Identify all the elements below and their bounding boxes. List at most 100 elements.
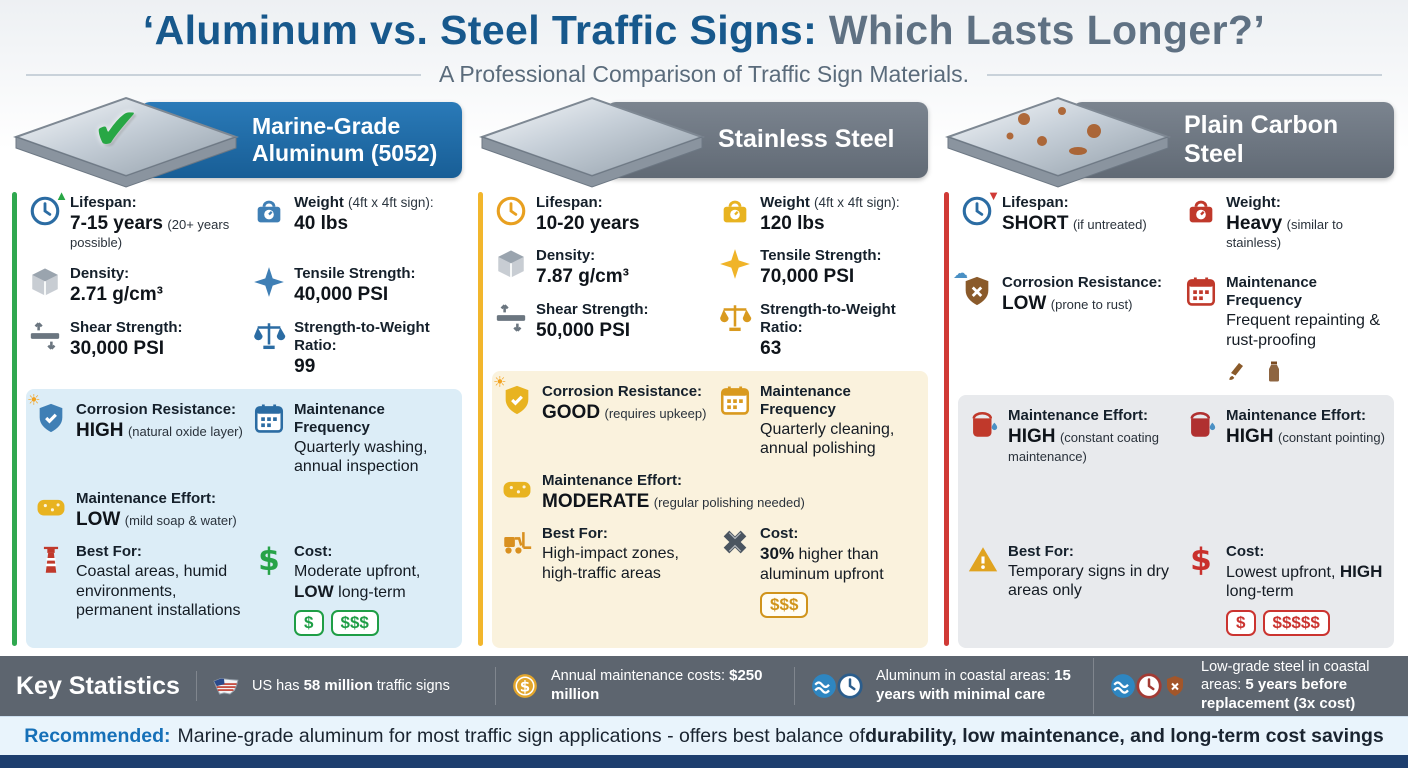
aluminum-highlight-panel: ☀ Corrosion Resistance: HIGH (natural ox… [26, 388, 462, 649]
cost-text: 30% higher than aluminum upfront [760, 544, 884, 583]
spec-value: SHORT [1002, 213, 1069, 235]
arrow-up-icon: ▲ [55, 188, 68, 204]
rusty-plate-icon [945, 97, 1171, 188]
spec-label: Maintenance Frequency [1226, 274, 1318, 310]
corrosion-shield-icon: ☀ [27, 393, 68, 435]
aluminum-spec-cost: Cost: Moderate upfront, LOW long-term $ $… [252, 543, 454, 637]
corrosion-shield-icon: ☀ [493, 375, 534, 417]
rust-spots [1006, 107, 1101, 156]
clock-icon [494, 194, 528, 228]
spec-value: HIGH [1008, 426, 1056, 448]
key-statistics-bar: Key Statistics US has 58 million traffic… [0, 656, 1408, 716]
comparison-columns: Marine-Grade Aluminum (5052) ✔ ▲ Lifespa… [0, 97, 1408, 654]
spec-value: LOW [76, 508, 121, 530]
spec-label: Corrosion Resistance: [1002, 274, 1163, 292]
stainless-spec-tensile: Tensile Strength: 70,000 PSI [718, 247, 926, 287]
stainless-spec-shear: Shear Strength: 50,000 PSI [494, 301, 710, 359]
arrow-down-icon: ▼ [987, 188, 1000, 204]
spec-value: High-impact zones, high-traffic areas [542, 545, 679, 582]
carbon-plate-image [940, 91, 1178, 195]
warning-icon [966, 543, 1000, 577]
spec-value: 40 lbs [294, 213, 349, 235]
spec-value: Coastal areas, humid environments, perma… [76, 563, 241, 620]
aluminum-spec-grid: ▲ Lifespan: 7-15 years (20+ years possib… [26, 186, 462, 389]
carbon-highlight-panel: Maintenance Effort: HIGH (constant coati… [958, 395, 1394, 648]
carbon-title-line2: Steel [1184, 140, 1244, 169]
spec-label: Maintenance Frequency [760, 382, 851, 418]
weight-scale-icon [252, 194, 286, 228]
spec-value: HIGH [76, 419, 124, 441]
aluminum-spec-tensile: Tensile Strength: 40,000 PSI [252, 265, 460, 305]
aluminum-spec-maintenance-frequency: Maintenance Frequency Quarterly washing,… [252, 401, 454, 477]
page-title: ‘Aluminum vs. Steel Traffic Signs: Which… [0, 7, 1408, 53]
paint-bucket-icon [966, 407, 1000, 441]
wave-clock-shield-icon [1106, 671, 1192, 701]
spec-label: Maintenance Effort: [1008, 407, 1149, 425]
stat-aluminum-coastal: Aluminum in coastal areas: 15 years with… [794, 667, 1093, 705]
spec-value: 63 [760, 337, 782, 359]
column-aluminum: Marine-Grade Aluminum (5052) ✔ ▲ Lifespa… [12, 97, 464, 654]
tensile-burst-icon [252, 265, 286, 299]
carbon-header: Plain Carbon Steel [944, 97, 1396, 188]
spec-value: 7-15 years [70, 213, 163, 235]
spec-value-note: (if untreated) [1072, 217, 1147, 233]
check-icon: ✔ [92, 97, 141, 163]
aluminum-body: ▲ Lifespan: 7-15 years (20+ years possib… [12, 186, 464, 654]
spec-label: Tensile Strength: [294, 265, 416, 283]
forklift-icon [500, 525, 534, 559]
cost-badges: $$$ [760, 592, 920, 619]
spec-label: Strength-to-Weight Ratio: [760, 300, 896, 336]
road-cross-icon [718, 525, 752, 559]
stainless-spec-strength-weight: Strength-to-Weight Ratio: 63 [718, 301, 926, 359]
spec-label: Tensile Strength: [760, 247, 882, 265]
aluminum-spec-density: Density: 2.71 g/cm³ [28, 265, 244, 305]
maintenance-tools [1226, 359, 1392, 383]
stat-steel-coastal: Low-grade steel in coastal areas: 5 year… [1093, 658, 1392, 714]
clock-icon: ▲ [28, 189, 68, 228]
spec-value: HIGH [1226, 426, 1274, 448]
stainless-body: Lifespan: 10-20 years Weight (4ft x 4ft … [478, 186, 930, 654]
aluminum-spec-weight: Weight (4ft x 4ft sign): 40 lbs [252, 194, 460, 252]
spec-label: Cost: [294, 543, 333, 561]
balance-scale-icon [252, 319, 286, 353]
carbon-spec-maintenance-effort-1: Maintenance Effort: HIGH (constant coati… [966, 407, 1176, 465]
spec-label: Strength-to-Weight Ratio: [294, 318, 430, 354]
wave-clock-icon [807, 671, 867, 701]
spec-value: Quarterly washing, annual inspection [294, 438, 428, 476]
cost-badge: $$$ [330, 610, 379, 637]
polish-cloth-icon [500, 472, 534, 506]
calendar-icon [252, 401, 286, 435]
spec-value: 30,000 PSI [70, 337, 165, 359]
aluminum-spec-corrosion: ☀ Corrosion Resistance: HIGH (natural ox… [27, 393, 244, 477]
spec-value: 50,000 PSI [536, 319, 631, 341]
stainless-spec-maintenance-effort: Maintenance Effort: MODERATE (regular po… [500, 472, 920, 512]
footer-strip [0, 755, 1408, 768]
spec-label: Maintenance Frequency [294, 400, 385, 436]
spec-label-note: (4ft x 4ft sign): [814, 195, 900, 211]
shear-arrows-icon [28, 319, 62, 353]
page-title-secondary: Which Lasts Longer?’ [817, 7, 1266, 53]
spec-value: 10-20 years [536, 213, 640, 235]
stat-text: Annual maintenance costs: $250 million [550, 667, 763, 703]
aluminum-spec-maintenance-effort: Maintenance Effort: LOW (mild soap & wat… [34, 490, 454, 530]
weight-scale-icon [718, 194, 752, 228]
density-cube-icon [494, 247, 528, 281]
aluminum-plate-image: ✔ [8, 91, 246, 195]
rust-proof-bottle-icon [1262, 359, 1286, 383]
stainless-spec-grid: Lifespan: 10-20 years Weight (4ft x 4ft … [492, 186, 928, 371]
spec-label: Corrosion Resistance: [542, 382, 703, 400]
spec-value-note: (constant coating maintenance) [1008, 430, 1159, 464]
spec-value: 7.87 g/cm³ [536, 266, 629, 288]
stainless-spec-weight: Weight (4ft x 4ft sign): 120 lbs [718, 194, 926, 234]
recommendation-bar: Recommended: Marine-grade aluminum for m… [0, 716, 1408, 755]
metal-plate-icon [479, 97, 705, 188]
spec-label: Density: [70, 265, 130, 283]
spec-value-note: (regular polishing needed) [653, 494, 805, 510]
stainless-spec-cost: Cost: 30% higher than aluminum upfront $… [718, 525, 920, 636]
spec-value: 2.71 g/cm³ [70, 284, 163, 306]
spec-label: Best For: [1008, 542, 1074, 560]
recommendation-text: Marine-grade aluminum for most traffic s… [177, 724, 866, 747]
rusty-shield-icon: ☁ [953, 266, 994, 308]
spec-value: 40,000 PSI [294, 284, 389, 306]
